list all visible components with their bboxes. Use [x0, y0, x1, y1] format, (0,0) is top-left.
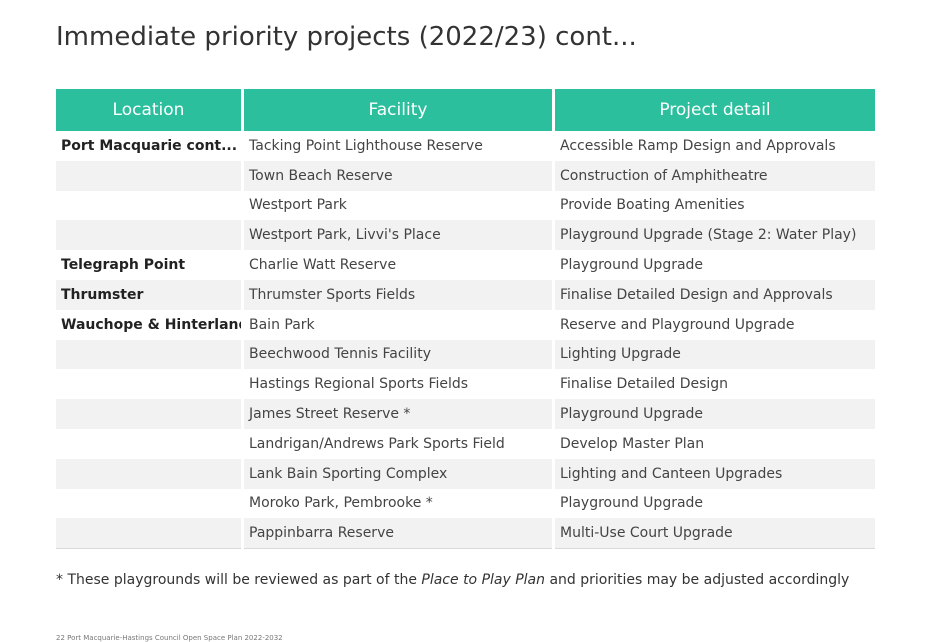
header-project-detail: Project detail [555, 89, 875, 131]
table-row: James Street Reserve * Playground Upgrade [56, 399, 875, 429]
header-location: Location [56, 89, 241, 131]
table-row: Lank Bain Sporting Complex Lighting and C… [56, 458, 875, 489]
cell-facility: Westport Park [249, 197, 347, 214]
table-row: Wauchope & Hinterland Bain Park Reserve an… [56, 310, 875, 340]
cell-project-detail: Playground Upgrade [560, 257, 704, 274]
table-row: Hastings Regional Sports Fields Finalise … [56, 369, 875, 399]
cell-facility: Charlie Watt Reserve [249, 257, 397, 274]
cell-location [56, 429, 241, 459]
cell-location [56, 160, 241, 191]
cell-location [56, 220, 241, 251]
cell-location [56, 339, 241, 370]
cell-facility: Beechwood Tennis Facility [244, 339, 552, 370]
page-footer: 22 Port Macquarie-Hastings Council Open … [56, 634, 283, 642]
cell-facility: Landrigan/Andrews Park Sports Field [249, 435, 505, 452]
cell-facility: Hastings Regional Sports Fields [249, 376, 469, 393]
table-row: Westport Park Provide Boating Amenities [56, 191, 875, 221]
cell-project-detail: Provide Boating Amenities [560, 197, 745, 214]
cell-project-detail: Develop Master Plan [560, 435, 705, 452]
cell-location: Telegraph Point [61, 257, 186, 274]
footnote-text-end: and priorities may be adjusted according… [545, 572, 850, 588]
cell-facility: Westport Park, Livvi's Place [244, 220, 552, 251]
footnote-text: * These playgrounds will be reviewed as … [56, 572, 422, 588]
cell-location [56, 399, 241, 429]
footnote: * These playgrounds will be reviewed as … [56, 572, 849, 588]
table-header-row: Location Facility Project detail [56, 89, 875, 131]
projects-table: Location Facility Project detail Port Ma… [53, 89, 878, 550]
cell-facility: Thrumster Sports Fields [244, 279, 552, 310]
footnote-plan-name: Place to Play Plan [421, 572, 545, 588]
cell-facility: Town Beach Reserve [244, 160, 552, 191]
cell-facility: Bain Park [249, 316, 315, 333]
table-row: Westport Park, Livvi's Place Playground U… [56, 220, 875, 251]
cell-project-detail: Playground Upgrade [555, 399, 875, 429]
cell-facility: Moroko Park, Pembrooke * [249, 495, 433, 512]
cell-project-detail: Playground Upgrade [560, 495, 704, 512]
cell-facility: Pappinbarra Reserve [244, 518, 552, 550]
cell-project-detail: Reserve and Playground Upgrade [560, 316, 795, 333]
cell-project-detail: Finalise Detailed Design and Approvals [555, 279, 875, 310]
cell-facility: James Street Reserve * [244, 399, 552, 429]
cell-location: Port Macquarie cont... [61, 137, 238, 154]
cell-location [56, 458, 241, 489]
cell-project-detail: Finalise Detailed Design [560, 376, 729, 393]
cell-project-detail: Accessible Ramp Design and Approvals [560, 137, 836, 154]
cell-location [56, 518, 241, 550]
cell-project-detail: Lighting Upgrade [555, 339, 875, 370]
cell-location [56, 191, 241, 221]
cell-location: Thrumster [56, 279, 241, 310]
table-row: Town Beach Reserve Construction of Amphit… [56, 160, 875, 191]
table-row: Landrigan/Andrews Park Sports Field Devel… [56, 429, 875, 459]
table-row: Thrumster Thrumster Sports Fields Finalise… [56, 279, 875, 310]
table-row: Beechwood Tennis Facility Lighting Upgrad… [56, 339, 875, 370]
header-facility: Facility [244, 89, 552, 131]
table-row: Telegraph Point Charlie Watt Reserve Playg… [56, 250, 875, 280]
cell-project-detail: Playground Upgrade (Stage 2: Water Play) [555, 220, 875, 251]
table-row: Pappinbarra Reserve Multi-Use Court Upgra… [56, 518, 875, 550]
cell-project-detail: Lighting and Canteen Upgrades [555, 458, 875, 489]
cell-location [56, 369, 241, 399]
cell-facility: Tacking Point Lighthouse Reserve [249, 137, 483, 154]
page-title: Immediate priority projects (2022/23) co… [56, 22, 637, 52]
cell-location [56, 489, 241, 519]
table-body: Port Macquarie cont... Tacking Point Ligh… [56, 131, 875, 550]
cell-location: Wauchope & Hinterland [61, 316, 241, 333]
table-row: Port Macquarie cont... Tacking Point Ligh… [56, 131, 875, 161]
cell-project-detail: Multi-Use Court Upgrade [555, 518, 875, 550]
cell-facility: Lank Bain Sporting Complex [244, 458, 552, 489]
cell-project-detail: Construction of Amphitheatre [555, 160, 875, 191]
table-row: Moroko Park, Pembrooke * Playground Upgra… [56, 489, 875, 519]
